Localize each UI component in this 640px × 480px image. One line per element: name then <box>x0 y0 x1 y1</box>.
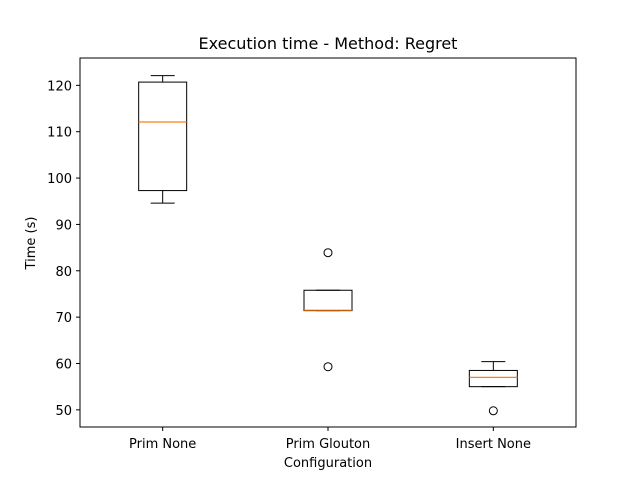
y-tick-label: 70 <box>55 311 72 326</box>
box-insert-none <box>468 361 518 416</box>
x-axis: Prim None Prim Glouton Insert None <box>129 427 531 452</box>
y-tick-label: 50 <box>55 404 72 419</box>
x-tick-label: Prim Glouton <box>286 437 371 452</box>
iqr-box <box>303 289 353 312</box>
x-axis-label: Configuration <box>284 456 372 471</box>
box-prim-none <box>138 75 188 204</box>
iqr-box <box>468 369 518 388</box>
y-tick-label: 90 <box>55 218 72 233</box>
x-tick-label: Prim None <box>129 437 196 452</box>
chart-title: Execution time - Method: Regret <box>199 34 458 53</box>
y-tick-label: 120 <box>47 79 72 94</box>
outlier-point <box>488 406 498 416</box>
y-tick-label: 60 <box>55 357 72 372</box>
box-prim-glouton <box>303 248 353 372</box>
outlier-point <box>323 248 333 258</box>
outlier-point <box>323 362 333 372</box>
y-tick-label: 110 <box>47 126 72 141</box>
x-tick-label: Insert None <box>456 437 531 452</box>
plot-area-frame <box>79 57 577 428</box>
boxes-group <box>138 75 518 416</box>
iqr-box <box>138 81 188 192</box>
y-tick-label: 80 <box>55 265 72 280</box>
y-axis-label: Time (s) <box>24 217 39 271</box>
y-axis: 50 60 70 80 90 100 110 120 <box>47 79 80 419</box>
y-tick-label: 100 <box>47 172 72 187</box>
